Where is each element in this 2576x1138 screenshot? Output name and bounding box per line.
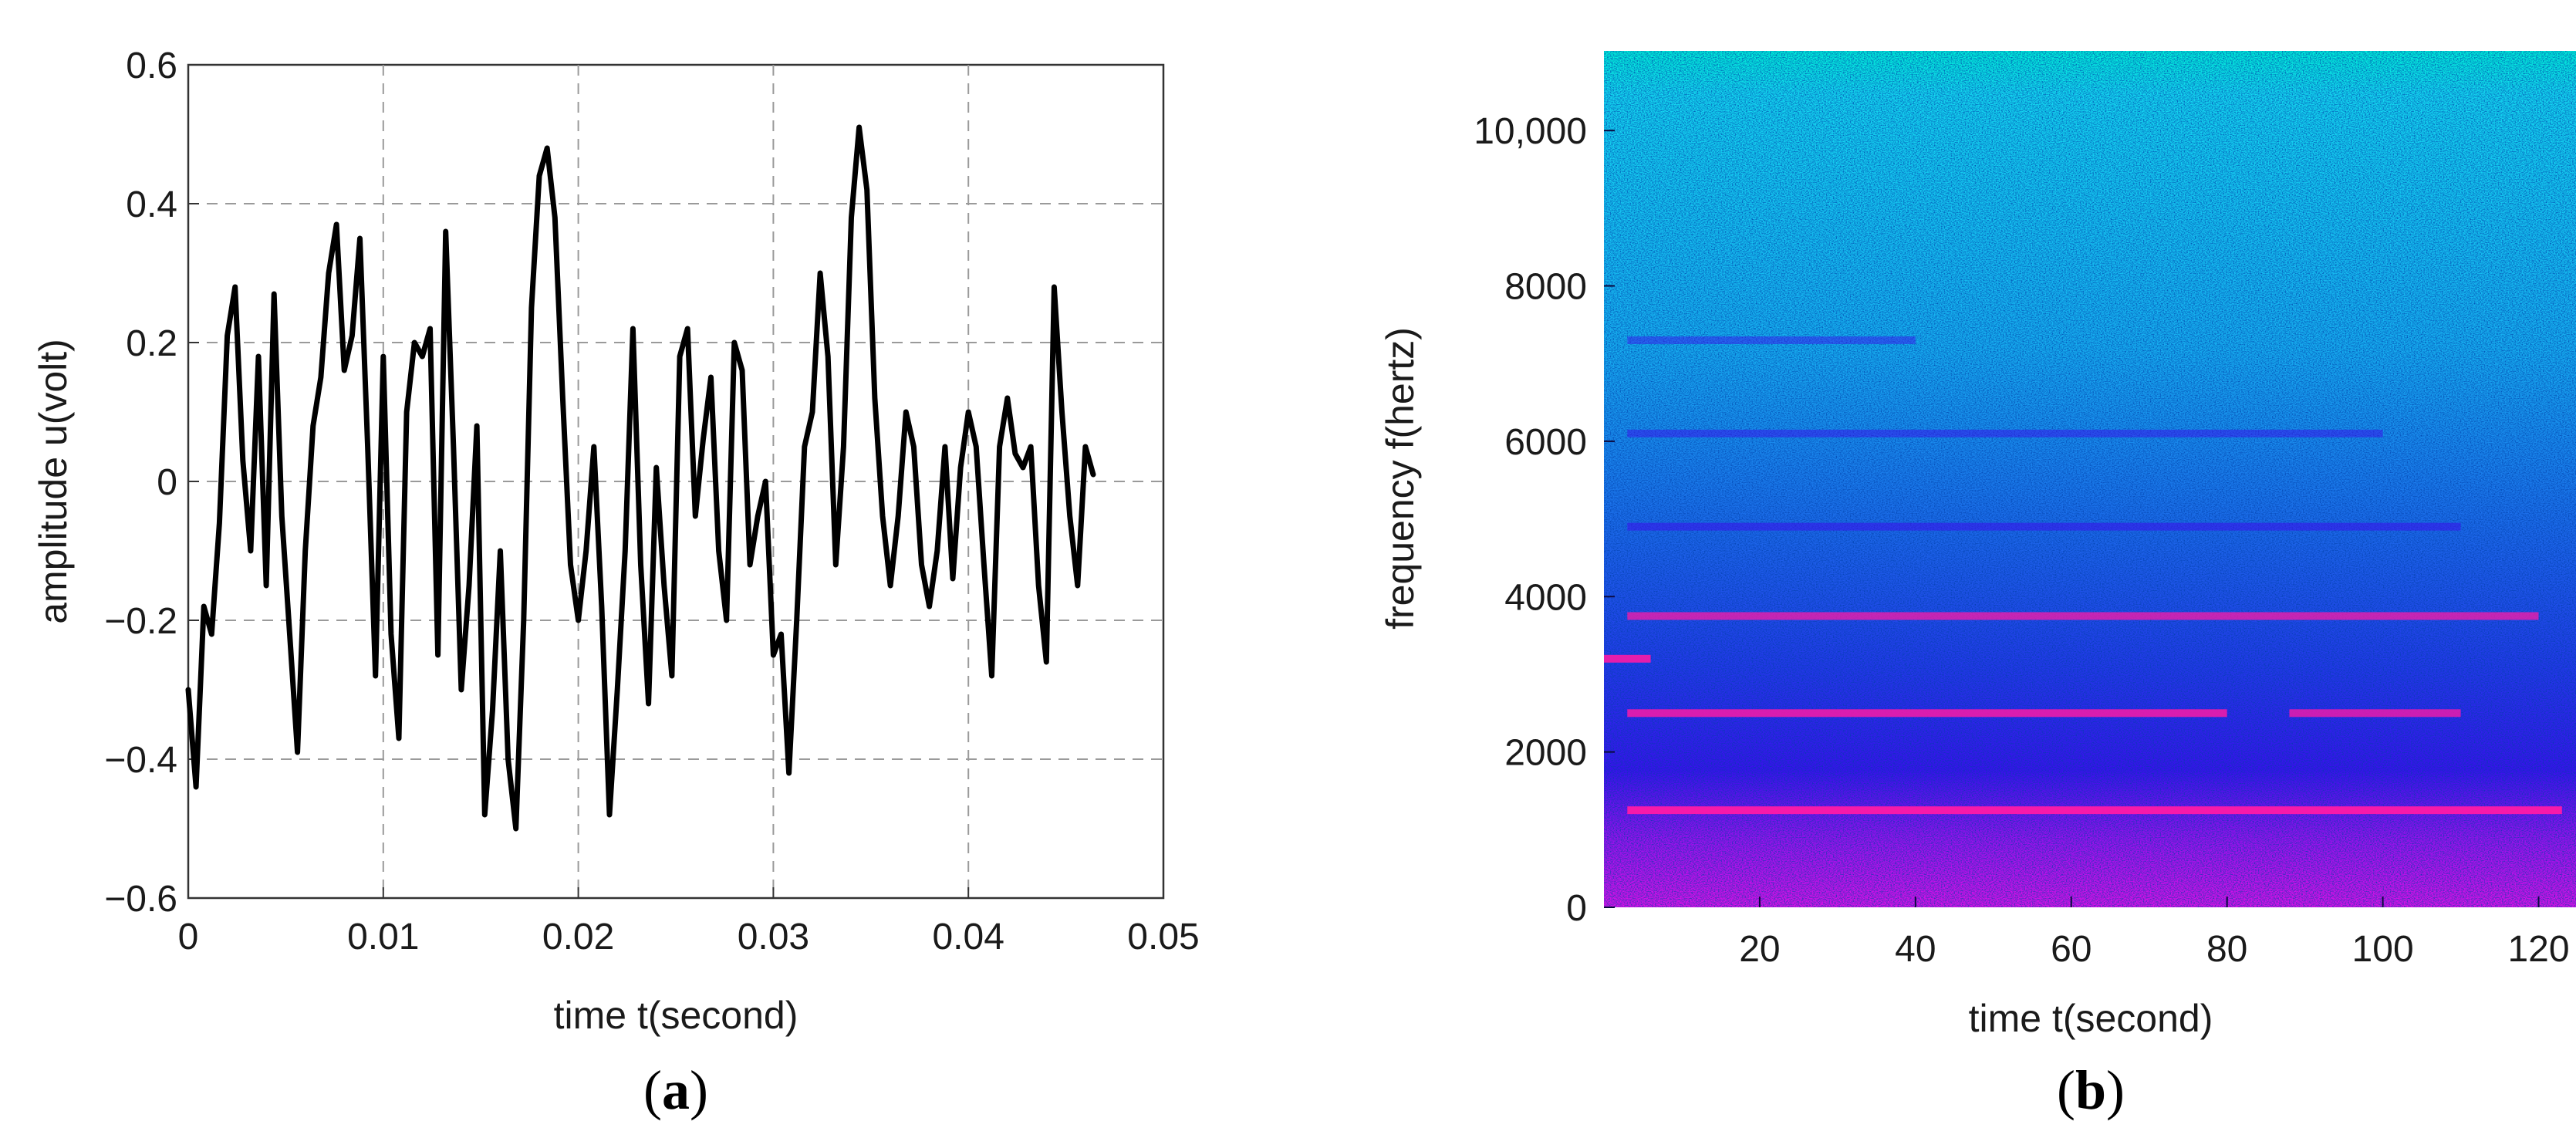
waveform-y-tick-label: 0.6 <box>126 46 177 86</box>
waveform-line <box>185 124 1096 832</box>
spectrogram-panel: 20 40 60 80 100 120 0 2000 4000 6000 8000 10,000 ti… <box>1379 51 2576 1121</box>
spectrogram-x-axis-title: time t(second) <box>1969 997 2213 1040</box>
waveform-x-tick-label: 0 <box>178 917 199 957</box>
waveform-x-axis-title: time t(second) <box>554 994 798 1037</box>
spectrogram-harmonic-band <box>1627 336 1916 345</box>
spectrogram-harmonic-bands <box>1604 336 2562 815</box>
waveform-x-tick-label: 0.04 <box>932 917 1004 957</box>
spectrogram-x-tick-label: 40 <box>1895 929 1936 970</box>
spectrogram-ticks: 20 40 60 80 100 120 0 2000 4000 6000 8000 10,000 <box>1474 111 2569 970</box>
spectrogram-harmonic-band <box>1627 612 2539 620</box>
spectrogram-y-tick-label: 6000 <box>1504 422 1587 463</box>
waveform-y-tick-label: 0.2 <box>126 323 177 364</box>
spectrogram-y-tick-label: 8000 <box>1504 267 1587 308</box>
waveform-x-tick-label: 0.03 <box>738 917 809 957</box>
spectrogram-harmonic-band <box>1627 429 2383 437</box>
spectrogram-x-tick-label: 80 <box>2206 929 2247 970</box>
spectrogram-noise-texture <box>1604 51 2576 907</box>
spectrogram-y-tick-label: 0 <box>1566 888 1587 929</box>
waveform-y-tick-label: 0 <box>157 462 177 503</box>
spectrogram-y-axis-title: frequency f(hertz) <box>1379 327 1422 630</box>
waveform-x-tick-label: 0.01 <box>347 917 419 957</box>
panel-a-label: (a) <box>643 1059 708 1121</box>
spectrogram-x-tick-label: 60 <box>2051 929 2092 970</box>
waveform-y-axis-title: amplitude u(volt) <box>32 339 75 624</box>
waveform-y-tick-label: −0.2 <box>104 601 177 642</box>
spectrogram-y-tick-label: 10,000 <box>1474 111 1587 152</box>
waveform-y-tick-label: −0.6 <box>104 879 177 920</box>
spectrogram-harmonic-band <box>1604 654 1651 663</box>
spectrogram-y-tick-label: 4000 <box>1504 577 1587 618</box>
waveform-y-tick-label: 0.4 <box>126 184 177 225</box>
waveform-y-tick-label: −0.4 <box>104 740 177 781</box>
spectrogram-harmonic-band <box>1627 806 2562 815</box>
waveform-ticks: 0 0.01 0.02 0.03 0.04 0.05 −0.6 −0.4 −0.2 0 0.2 0.4… <box>104 46 1199 957</box>
spectrogram-harmonic-band <box>2289 709 2461 718</box>
spectrogram-harmonic-band <box>1627 522 2461 531</box>
waveform-x-tick-label: 0.02 <box>542 917 614 957</box>
spectrogram-x-tick-label: 20 <box>1739 929 1780 970</box>
panel-b-label: (b) <box>2057 1059 2125 1121</box>
spectrogram-y-tick-label: 2000 <box>1504 733 1587 774</box>
waveform-x-tick-label: 0.05 <box>1127 917 1199 957</box>
spectrogram-x-tick-label: 100 <box>2352 929 2414 970</box>
waveform-panel: 0 0.01 0.02 0.03 0.04 0.05 −0.6 −0.4 −0.2 0 0.2 0.4… <box>32 46 1200 1121</box>
spectrogram-harmonic-band <box>1627 709 2227 718</box>
spectrogram-x-tick-label: 120 <box>2507 929 2569 970</box>
